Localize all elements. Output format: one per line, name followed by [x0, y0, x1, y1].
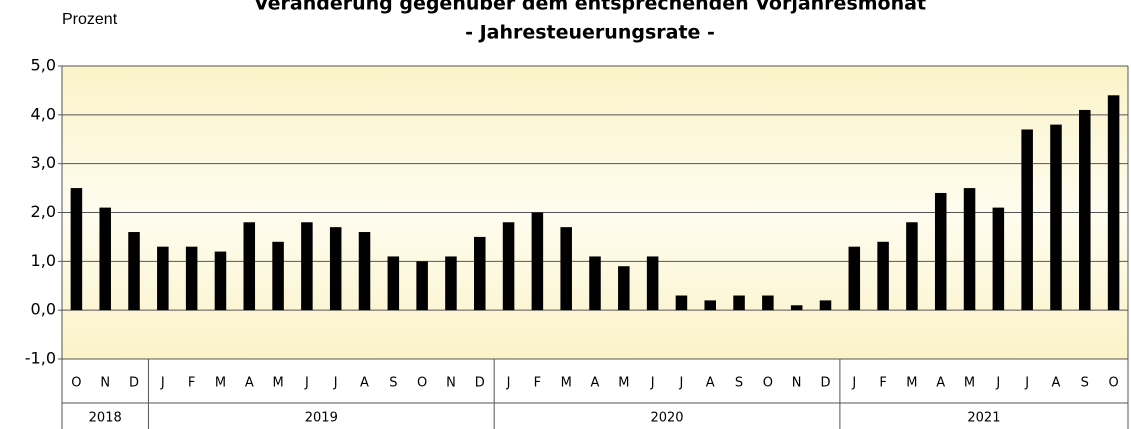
- x-tick-label: A: [1052, 376, 1061, 391]
- bar: [185, 246, 198, 311]
- x-tick-label: J: [1024, 376, 1029, 391]
- bar: [214, 251, 227, 311]
- x-tick-label: M: [272, 376, 283, 391]
- bar: [906, 222, 918, 311]
- x-tick-label: M: [964, 376, 975, 391]
- bar: [992, 207, 1005, 311]
- x-tick-label: A: [591, 376, 600, 391]
- x-group-label: 2021: [967, 411, 1000, 426]
- bar: [1107, 95, 1120, 311]
- bar: [560, 227, 572, 311]
- chart-subtitle: - Jahresteuerungsrate -: [465, 22, 715, 44]
- x-tick-label: D: [820, 376, 830, 391]
- x-tick-label: S: [735, 376, 743, 391]
- bar: [733, 295, 745, 311]
- x-tick-label: A: [706, 376, 715, 391]
- bar: [790, 305, 803, 311]
- bar: [358, 232, 371, 311]
- bar: [704, 300, 717, 311]
- x-tick-label: M: [215, 376, 226, 391]
- y-tick-label: 3,0: [31, 153, 56, 172]
- x-group-label: 2018: [89, 411, 122, 426]
- x-tick-label: N: [792, 376, 802, 391]
- x-tick-label: S: [389, 376, 397, 391]
- bar: [819, 300, 832, 311]
- bar: [329, 227, 342, 311]
- x-tick-label: A: [936, 376, 945, 391]
- x-tick-label: O: [71, 376, 81, 391]
- chart-title: Veränderung gegenüber dem entsprechenden…: [254, 0, 926, 15]
- bar: [646, 256, 659, 311]
- x-tick-label: O: [417, 376, 427, 391]
- bar: [934, 192, 947, 311]
- x-tick-label: M: [906, 376, 917, 391]
- bar: [243, 222, 256, 311]
- bar: [473, 236, 486, 311]
- y-tick-label: 1,0: [31, 251, 56, 270]
- x-tick-label: A: [360, 376, 369, 391]
- x-tick-label: D: [129, 376, 139, 391]
- x-tick-label: O: [763, 376, 773, 391]
- x-tick-label: S: [1081, 376, 1089, 391]
- bar: [128, 232, 140, 311]
- x-tick-label: F: [534, 376, 541, 391]
- bar: [762, 295, 774, 311]
- x-tick-label: F: [188, 376, 195, 391]
- x-tick-label: J: [851, 376, 856, 391]
- x-tick-label: J: [650, 376, 655, 391]
- x-tick-label: M: [618, 376, 629, 391]
- x-tick-label: J: [333, 376, 338, 391]
- x-tick-label: A: [245, 376, 254, 391]
- bar: [675, 295, 688, 311]
- x-tick-label: J: [160, 376, 165, 391]
- x-tick-label: N: [100, 376, 110, 391]
- y-tick-label: -1,0: [25, 349, 56, 368]
- y-tick-label: 5,0: [31, 56, 56, 75]
- bar: [70, 188, 83, 311]
- x-tick-label: O: [1108, 376, 1118, 391]
- y-tick-label: 4,0: [31, 104, 56, 123]
- bar: [877, 241, 889, 311]
- x-tick-label: F: [879, 376, 886, 391]
- bar: [1021, 129, 1033, 311]
- bar: [618, 266, 630, 311]
- x-tick-label: J: [995, 376, 1000, 391]
- x-tick-label: J: [506, 376, 511, 391]
- bar: [1079, 109, 1091, 311]
- y-tick-label: 2,0: [31, 202, 56, 221]
- bar: [1050, 124, 1062, 311]
- y-axis-label: Prozent: [62, 11, 118, 28]
- bar: [157, 246, 169, 311]
- bar: [531, 212, 544, 311]
- bar: [416, 261, 428, 311]
- bar: [445, 256, 457, 311]
- bar: [387, 256, 400, 311]
- y-tick-label: 0,0: [31, 300, 56, 319]
- bar: [848, 246, 861, 311]
- bar: [963, 188, 976, 311]
- x-group-label: 2019: [305, 411, 338, 426]
- x-tick-label: J: [304, 376, 309, 391]
- bar: [301, 222, 313, 311]
- bar: [272, 241, 284, 311]
- bar: [589, 256, 601, 311]
- x-tick-label: J: [679, 376, 684, 391]
- bar: [99, 207, 111, 311]
- x-tick-label: N: [446, 376, 456, 391]
- bar: [502, 222, 515, 311]
- x-tick-label: M: [561, 376, 572, 391]
- x-group-label: 2020: [650, 411, 683, 426]
- x-tick-label: D: [475, 376, 485, 391]
